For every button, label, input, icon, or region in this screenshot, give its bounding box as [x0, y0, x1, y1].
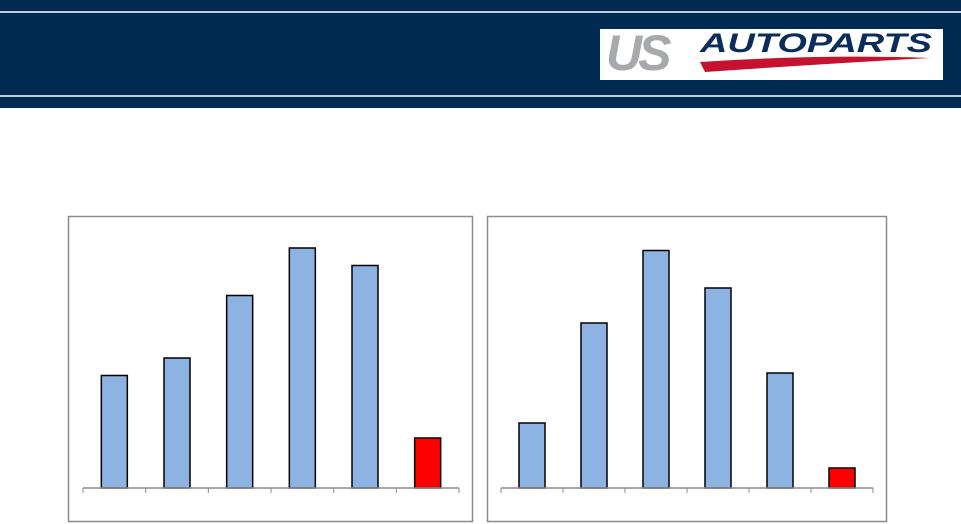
logo-autoparts: AUTOPARTS — [699, 28, 932, 58]
bar — [580, 322, 608, 489]
bar — [100, 374, 129, 489]
logo-us: US — [606, 25, 671, 81]
bar — [642, 249, 670, 489]
logo-swoosh — [700, 56, 930, 72]
bar — [163, 357, 191, 489]
bar — [225, 294, 254, 489]
bar — [351, 264, 379, 489]
bar — [518, 422, 546, 489]
bar — [413, 437, 442, 489]
bar — [288, 247, 317, 489]
bar — [766, 372, 794, 489]
bar — [828, 467, 856, 489]
bar — [704, 287, 732, 489]
chart-frame — [486, 215, 888, 523]
chart-frame — [67, 215, 474, 523]
logo-box — [600, 29, 943, 80]
